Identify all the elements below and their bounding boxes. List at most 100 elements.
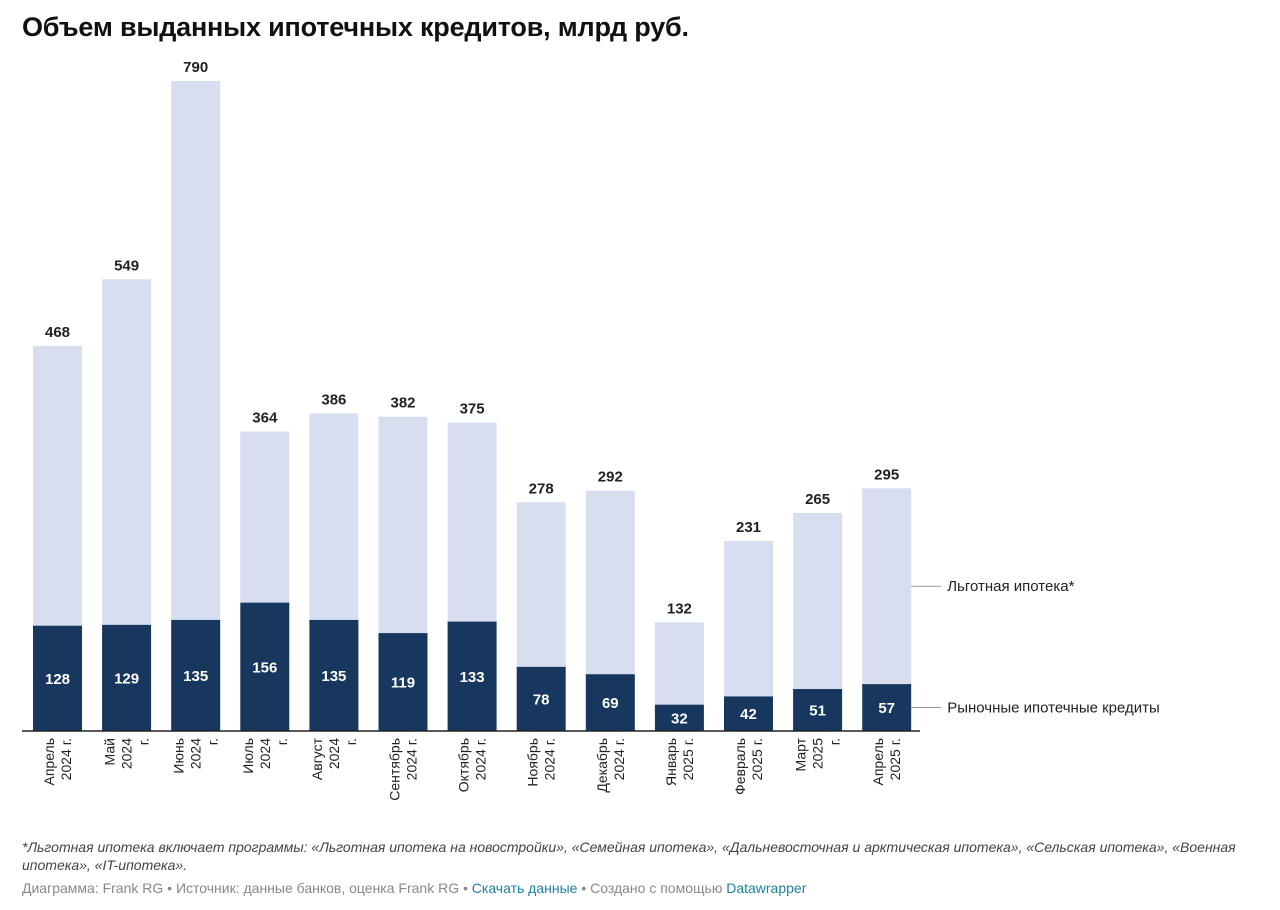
x-tick-label-line: Август (309, 737, 325, 780)
x-tick-label-line: Май (102, 738, 118, 765)
bar-preferential-mortgage (171, 81, 221, 620)
bar-market-value-label: 119 (391, 675, 415, 692)
x-tick-label: Сентябрь2024 г. (387, 738, 420, 801)
x-tick-label-line: Ноябрь (525, 738, 541, 787)
datawrapper-link[interactable]: Datawrapper (726, 880, 807, 896)
x-tick-label: Октябрь2024 г. (456, 738, 489, 792)
x-tick-label-line: 2024 (326, 738, 342, 769)
bar-market-mortgage (102, 624, 152, 731)
bar-market-mortgage (378, 633, 428, 731)
bar-total-label: 231 (736, 519, 761, 536)
bar-market-mortgage (862, 684, 912, 731)
x-tick-label: Февраль2025 г. (732, 738, 765, 795)
x-tick-label: Апрель2025 г. (870, 738, 903, 786)
x-tick-label: Апрель2024 г. (41, 738, 74, 786)
x-tick-label-line: Июль (240, 738, 256, 774)
bar-market-mortgage (171, 619, 221, 731)
bar-preferential-mortgage (447, 422, 497, 622)
bar-total-label: 790 (183, 59, 208, 76)
bar-market-mortgage (724, 696, 773, 731)
legend: Льготная ипотека* Рыночные ипотечные кред… (911, 578, 1160, 717)
x-tick-label: Август2024г. (309, 737, 359, 780)
bar-total-label: 382 (390, 395, 415, 412)
legend-label: Льготная ипотека* (947, 578, 1074, 595)
bar-total-label: 265 (805, 491, 830, 508)
x-tick-label-line: Сентябрь (387, 738, 403, 801)
x-tick-label-line: 2024 (257, 738, 273, 769)
x-tick-label-line: Апрель (870, 738, 886, 786)
credits-line: Диаграмма: Frank RG • Источник: данные б… (22, 880, 806, 896)
bar-preferential-mortgage (585, 490, 635, 675)
x-tick-label: Ноябрь2024 г. (525, 738, 558, 787)
bar-preferential-mortgage (862, 488, 912, 685)
x-tick-label: Май2024г. (102, 738, 152, 769)
x-tick-label-line: 2024 (188, 738, 204, 769)
x-tick-label-line: 2024 г. (542, 738, 558, 780)
bar-market-value-label: 128 (45, 671, 70, 688)
x-tick-label-line: г. (205, 738, 221, 745)
chart-title: Объем выданных ипотечных кредитов, млрд … (22, 12, 689, 42)
x-tick-label: Декабрь2024 г. (594, 738, 627, 793)
stacked-bar-chart: 468 128 549 129 790 135 364 156 386 135 382 119 375 1… (22, 59, 1160, 801)
x-tick-label-line: г. (827, 738, 843, 745)
bar-market-mortgage (654, 704, 704, 731)
x-tick-label-line: 2025 г. (749, 738, 765, 780)
bar-preferential-mortgage (240, 431, 290, 603)
x-tick-label-line: Январь (663, 738, 679, 786)
bar-total-label: 386 (321, 391, 346, 408)
bar-market-mortgage (240, 602, 290, 731)
bar-total-label: 364 (252, 410, 278, 427)
bar-market-mortgage (793, 689, 843, 731)
x-tick-label-line: 2024 (119, 738, 135, 769)
bar-market-value-label: 42 (740, 706, 757, 723)
download-data-link[interactable]: Скачать данные (471, 880, 578, 896)
x-tick-label-line: 2024 г. (58, 738, 74, 780)
bar-total-label: 468 (45, 324, 70, 341)
x-tick-label-line: Март (793, 737, 809, 771)
footnote: *Льготная ипотека включает программы: «Л… (22, 839, 1236, 873)
bar-market-value-label: 156 (252, 659, 277, 676)
x-tick-labels: Апрель2024 г. Май2024г. Июнь2024г. Июль2024… (41, 737, 903, 800)
bar-market-value-label: 135 (183, 668, 208, 685)
credits-prefix: Диаграмма: Frank RG • Источник: данные б… (22, 880, 468, 896)
x-tick-label-line: г. (274, 738, 290, 745)
x-tick-label: Июнь2024г. (171, 738, 221, 774)
bar-market-value-label: 51 (809, 703, 826, 720)
x-tick-label-line: 2025 (810, 738, 826, 769)
bar-preferential-mortgage (516, 502, 566, 667)
bar-preferential-mortgage (654, 622, 704, 705)
credits-middle: • Создано с помощью (581, 880, 723, 896)
bar-preferential-mortgage (102, 279, 152, 625)
x-tick-label-line: г. (343, 738, 359, 745)
bars-layer (33, 81, 912, 731)
x-tick-label-line: 2025 г. (680, 738, 696, 780)
bar-preferential-mortgage (793, 512, 843, 690)
bar-market-value-label: 129 (114, 670, 139, 687)
bar-market-mortgage (516, 666, 566, 731)
legend-label: Рыночные ипотечные кредиты (947, 700, 1160, 717)
bar-market-value-label: 135 (321, 668, 346, 685)
bar-market-value-label: 57 (878, 700, 895, 717)
bar-preferential-mortgage (378, 416, 428, 634)
x-tick-label-line: Декабрь (594, 738, 610, 793)
bar-total-label: 549 (114, 257, 139, 274)
bar-market-mortgage (33, 625, 82, 731)
bar-total-label: 278 (529, 480, 554, 497)
x-tick-label: Июль2024г. (240, 738, 290, 774)
x-tick-label: Март2025г. (793, 737, 843, 771)
bar-preferential-mortgage (724, 540, 773, 697)
bar-market-mortgage (447, 621, 497, 731)
bar-market-mortgage (585, 674, 635, 731)
x-tick-label-line: Февраль (732, 738, 748, 795)
x-tick-label-line: 2025 г. (887, 738, 903, 780)
bar-market-value-label: 133 (460, 669, 485, 686)
x-tick-label-line: Июнь (171, 738, 187, 774)
bar-total-label: 375 (460, 400, 485, 417)
bar-preferential-mortgage (309, 413, 359, 620)
x-tick-label-line: 2024 г. (611, 738, 627, 780)
x-tick-label: Январь2025 г. (663, 738, 696, 786)
x-tick-label-line: 2024 г. (473, 738, 489, 780)
bar-preferential-mortgage (33, 345, 82, 626)
bar-total-label: 295 (874, 466, 899, 483)
bar-total-label: 132 (667, 600, 692, 617)
